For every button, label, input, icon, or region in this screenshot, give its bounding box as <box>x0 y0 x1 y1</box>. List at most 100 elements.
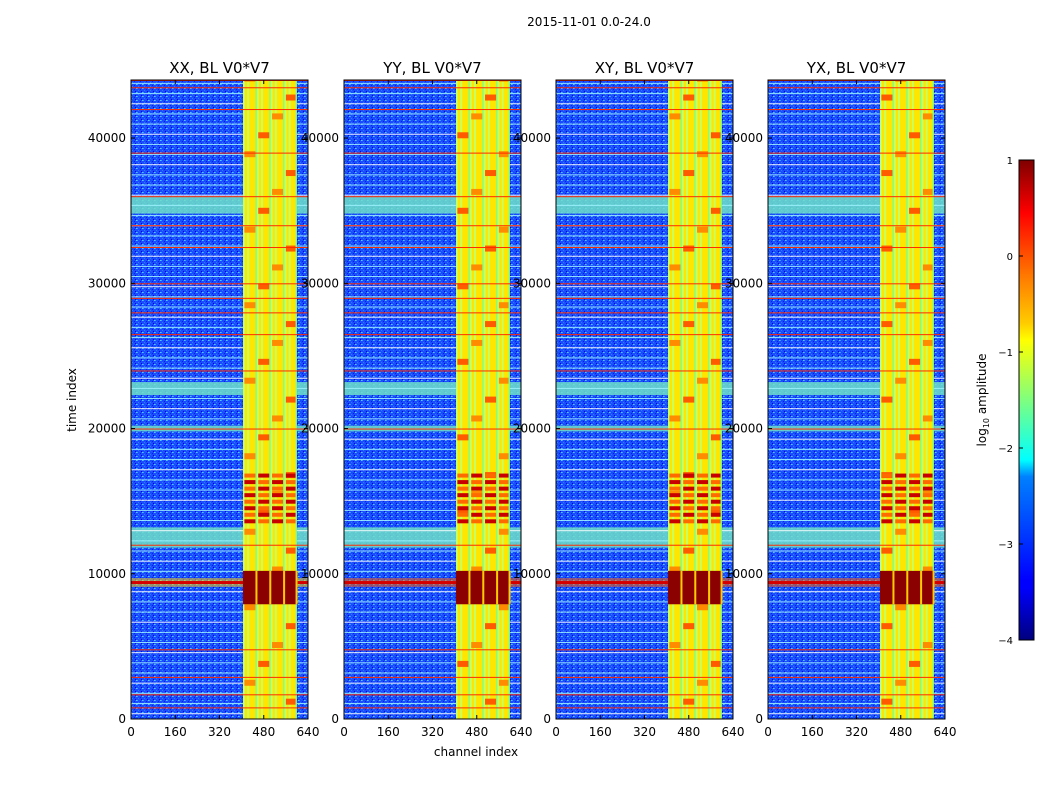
hot-patch <box>922 339 933 346</box>
x-tick-label: 0 <box>764 725 772 739</box>
time-stripe <box>344 662 521 664</box>
time-stripe <box>556 316 733 318</box>
mid-strong-row <box>244 499 256 504</box>
time-stripe <box>768 316 945 318</box>
time-stripe <box>556 459 733 461</box>
time-stripe <box>131 520 308 522</box>
rfi-gap <box>920 570 923 605</box>
time-stripe <box>556 479 733 481</box>
time-stripe <box>344 621 521 623</box>
channel-line <box>699 80 702 719</box>
mid-strong-row <box>697 480 709 485</box>
time-stripe <box>768 337 945 339</box>
hot-patch <box>697 377 709 384</box>
hot-patch <box>881 245 893 252</box>
time-stripe <box>131 662 308 664</box>
channel-line <box>921 80 924 719</box>
time-stripe <box>131 184 308 186</box>
red-line <box>131 707 308 709</box>
panel-yy: 0 160 320 480 640 0 10000 20000 30000 40000 YY, BL… <box>301 59 533 739</box>
time-stripe <box>344 631 521 633</box>
time-stripe <box>344 316 521 318</box>
hot-patch <box>697 604 709 611</box>
mid-strong-row <box>683 473 695 478</box>
hot-patch <box>258 207 270 214</box>
rfi-gap <box>295 570 298 605</box>
mid-strong-row <box>471 519 483 524</box>
time-stripe <box>131 337 308 339</box>
time-stripe <box>768 164 945 166</box>
hot-patch <box>710 283 721 290</box>
time-stripe <box>344 642 521 644</box>
mid-strong-row <box>683 519 695 524</box>
time-stripe <box>131 448 308 450</box>
channel-line <box>274 80 277 719</box>
time-stripe <box>131 174 308 176</box>
time-stripe <box>131 499 308 501</box>
mid-strong-row <box>258 499 270 504</box>
hot-patch <box>244 604 256 611</box>
mid-strong-row <box>485 512 497 517</box>
heatmap-body <box>768 80 945 719</box>
mid-strong-row <box>881 506 893 511</box>
heatmap-body <box>556 80 733 719</box>
time-stripe <box>131 357 308 359</box>
hot-patch <box>881 623 893 630</box>
mid-strong-row <box>922 519 933 524</box>
time-stripe <box>556 174 733 176</box>
time-stripe <box>556 611 733 613</box>
mid-strong-row <box>485 480 497 485</box>
time-stripe <box>131 164 308 166</box>
time-stripe <box>768 540 945 542</box>
hot-patch <box>683 547 695 554</box>
time-stripe <box>556 713 733 715</box>
mid-strong-row <box>669 493 681 498</box>
hot-patch <box>285 321 296 328</box>
mid-strong-row <box>922 473 933 478</box>
x-tick-label: 640 <box>722 725 745 739</box>
time-stripe <box>344 398 521 400</box>
red-line <box>344 649 521 651</box>
mid-strong-row <box>881 480 893 485</box>
red-line <box>556 649 733 651</box>
hot-patch <box>710 207 721 214</box>
red-line <box>556 676 733 678</box>
time-stripe <box>344 326 521 328</box>
time-stripe <box>556 276 733 278</box>
colorbar-tick-label: 1 <box>1007 156 1013 167</box>
hot-patch <box>457 283 469 290</box>
hot-patch <box>457 132 469 139</box>
red-line <box>768 694 945 696</box>
x-tick-label: 0 <box>552 725 560 739</box>
time-stripe <box>344 154 521 156</box>
hot-patch <box>683 245 695 252</box>
hot-patch <box>895 528 907 535</box>
time-stripe <box>344 479 521 481</box>
red-line <box>556 225 733 227</box>
red-line <box>344 87 521 89</box>
time-stripe <box>131 255 308 257</box>
hot-patch <box>285 623 296 630</box>
hot-patch <box>697 302 709 309</box>
time-stripe <box>131 286 308 288</box>
mid-strong-row <box>272 493 284 498</box>
hot-patch <box>881 94 893 101</box>
time-stripe <box>344 215 521 217</box>
hot-patch <box>272 188 284 195</box>
colorbar-tick-label: −1 <box>998 348 1013 359</box>
time-stripe <box>344 357 521 359</box>
time-stripe <box>556 245 733 247</box>
hot-patch <box>244 528 256 535</box>
red-line <box>131 544 308 546</box>
hot-patch <box>895 377 907 384</box>
time-stripe <box>131 367 308 369</box>
mid-strong-row <box>683 486 695 491</box>
mid-strong-row <box>683 499 695 504</box>
mid-strong-row <box>457 512 469 517</box>
yellow-column <box>895 80 907 719</box>
y-tick-label: 20000 <box>513 422 551 436</box>
channel-line <box>243 80 246 719</box>
time-stripe <box>556 672 733 674</box>
mid-strong-row <box>881 486 893 491</box>
x-tick-label: 320 <box>208 725 231 739</box>
